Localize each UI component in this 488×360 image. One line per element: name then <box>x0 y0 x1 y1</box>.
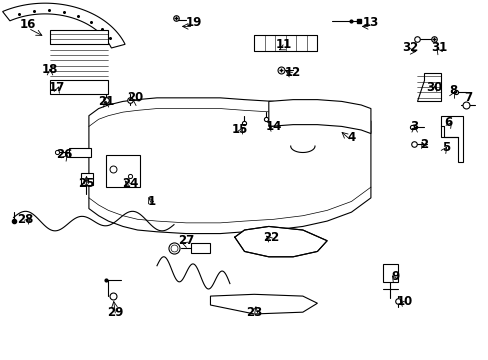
Polygon shape <box>268 100 370 134</box>
Text: 13: 13 <box>362 16 378 29</box>
FancyBboxPatch shape <box>81 173 93 185</box>
FancyBboxPatch shape <box>69 148 91 157</box>
Text: 7: 7 <box>463 91 471 104</box>
Polygon shape <box>50 30 108 44</box>
Text: 31: 31 <box>430 41 446 54</box>
FancyBboxPatch shape <box>382 264 397 282</box>
FancyBboxPatch shape <box>191 243 210 253</box>
Polygon shape <box>89 98 370 234</box>
FancyBboxPatch shape <box>106 155 140 187</box>
Polygon shape <box>416 73 441 102</box>
Text: 28: 28 <box>18 213 34 226</box>
Text: 19: 19 <box>185 16 201 29</box>
Polygon shape <box>441 116 462 162</box>
Text: 16: 16 <box>20 18 36 31</box>
Text: 2: 2 <box>420 138 427 151</box>
Text: 8: 8 <box>448 84 457 97</box>
Text: 30: 30 <box>425 81 441 94</box>
Text: 15: 15 <box>231 123 247 136</box>
Text: 29: 29 <box>107 306 123 319</box>
Text: 6: 6 <box>444 116 452 129</box>
Text: 12: 12 <box>285 66 301 79</box>
Text: 32: 32 <box>401 41 417 54</box>
FancyBboxPatch shape <box>254 35 317 51</box>
Polygon shape <box>2 3 125 48</box>
Text: 23: 23 <box>245 306 262 319</box>
Text: 24: 24 <box>122 177 138 190</box>
Text: 9: 9 <box>390 270 399 283</box>
Text: 25: 25 <box>78 177 95 190</box>
Text: 21: 21 <box>98 95 114 108</box>
Text: 11: 11 <box>275 38 291 51</box>
Polygon shape <box>210 294 317 314</box>
Text: 14: 14 <box>265 120 281 133</box>
Text: 18: 18 <box>42 63 58 76</box>
Text: 17: 17 <box>49 81 65 94</box>
Polygon shape <box>50 80 108 94</box>
Text: 27: 27 <box>178 234 194 247</box>
Polygon shape <box>234 226 326 257</box>
Text: 20: 20 <box>127 91 143 104</box>
Text: 4: 4 <box>346 131 355 144</box>
Text: 26: 26 <box>56 148 73 162</box>
Text: 22: 22 <box>263 231 279 244</box>
Text: 10: 10 <box>396 295 412 308</box>
Text: 5: 5 <box>441 141 449 154</box>
Text: 3: 3 <box>410 120 418 133</box>
Text: 1: 1 <box>148 195 156 208</box>
